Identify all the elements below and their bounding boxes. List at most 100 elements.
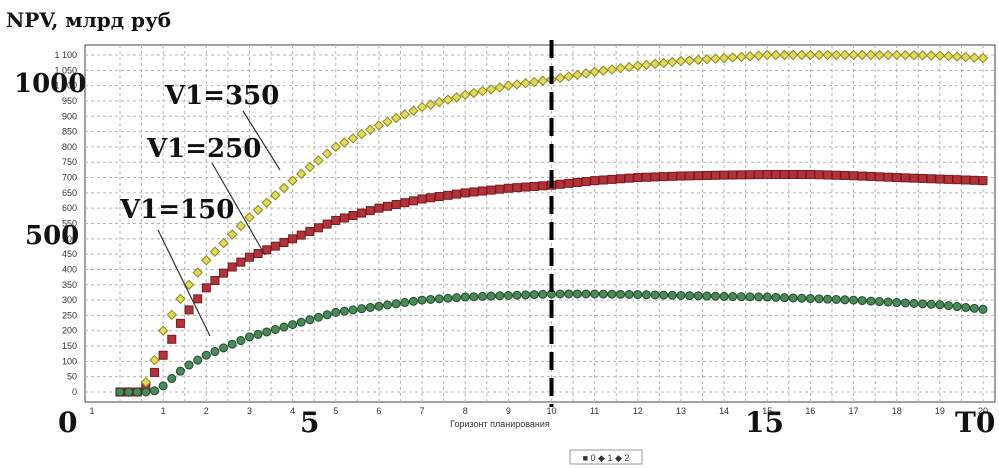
data-point: [918, 173, 928, 183]
y-tick-label: 100: [62, 356, 77, 366]
data-point: [969, 175, 979, 185]
data-point: [883, 297, 893, 307]
big-x-label-15: 15: [745, 406, 784, 439]
data-point: [390, 112, 402, 124]
data-point: [209, 246, 221, 257]
x-tick-label: 19: [935, 406, 945, 416]
data-point: [399, 109, 410, 120]
data-point: [348, 305, 358, 315]
data-point: [140, 376, 152, 388]
data-point: [805, 49, 816, 61]
y-tick-label: 550: [62, 219, 77, 229]
big-x-label-t0: T0: [955, 406, 995, 439]
y-tick-label: 300: [62, 295, 77, 305]
big-y-label-1000: 1000: [14, 69, 86, 99]
data-point: [383, 300, 393, 310]
data-point: [745, 170, 755, 180]
data-point: [124, 387, 134, 397]
data-point: [961, 302, 971, 312]
x-tick-label: 12: [633, 406, 643, 416]
data-point: [183, 279, 195, 290]
x-tick-label: 1: [161, 406, 166, 416]
data-point: [400, 198, 410, 208]
data-point: [728, 292, 738, 302]
data-point: [788, 293, 798, 303]
data-point: [891, 49, 902, 61]
series-layer: [114, 49, 989, 398]
data-point: [840, 170, 850, 180]
data-point: [969, 303, 979, 313]
data-point: [633, 173, 643, 183]
data-point: [900, 173, 910, 183]
y-tick-label: 750: [62, 157, 77, 167]
data-point: [926, 299, 936, 309]
data-point: [736, 170, 746, 180]
data-point: [926, 174, 936, 184]
data-point: [538, 289, 548, 299]
y-tick-label: 900: [62, 111, 77, 121]
data-point: [382, 116, 393, 127]
y-tick-label: 700: [62, 173, 77, 183]
data-point: [892, 173, 902, 183]
data-point: [563, 71, 574, 82]
data-point: [659, 290, 669, 300]
data-point: [978, 176, 988, 186]
data-point: [192, 267, 203, 278]
data-point: [754, 170, 764, 180]
data-point: [365, 124, 376, 135]
data-point: [537, 75, 549, 86]
data-point: [641, 290, 651, 300]
data-point: [719, 291, 729, 301]
data-point: [865, 49, 877, 61]
data-point: [520, 77, 531, 89]
data-point: [296, 168, 307, 180]
data-point: [417, 194, 427, 204]
data-point: [952, 302, 962, 312]
data-point: [943, 301, 953, 311]
data-point: [468, 87, 480, 99]
data-point: [469, 187, 479, 197]
data-point: [909, 298, 919, 308]
data-point: [157, 325, 169, 336]
data-point: [849, 171, 859, 181]
data-point: [115, 387, 125, 397]
data-point: [210, 347, 220, 357]
data-point: [236, 257, 246, 267]
data-point: [719, 170, 729, 180]
data-point: [590, 289, 600, 299]
x-tick-label: 4: [290, 406, 295, 416]
y-tick-label: 1 050: [54, 65, 77, 75]
data-point: [589, 66, 600, 78]
data-point: [555, 289, 565, 299]
data-point: [762, 49, 773, 61]
data-point: [892, 298, 902, 308]
data-point: [374, 301, 384, 311]
data-point: [770, 49, 782, 61]
data-point: [935, 174, 945, 184]
data-point: [848, 49, 859, 61]
data-point: [935, 300, 945, 310]
data-point: [175, 293, 186, 305]
data-point: [926, 50, 937, 61]
data-point: [270, 325, 280, 335]
data-point: [158, 350, 168, 360]
data-point: [685, 291, 695, 301]
data-point: [339, 213, 349, 223]
data-point: [313, 155, 324, 166]
data-point: [943, 174, 953, 184]
data-point: [495, 184, 505, 194]
data-point: [357, 304, 367, 314]
data-point: [417, 295, 427, 305]
data-point: [529, 290, 539, 300]
data-point: [796, 49, 807, 61]
data-point: [918, 299, 928, 309]
data-point: [443, 293, 453, 303]
data-point: [641, 172, 651, 182]
data-point: [477, 85, 488, 97]
data-point: [814, 294, 824, 304]
x-tick-label: 7: [420, 406, 425, 416]
x-tick-label: 3: [247, 406, 252, 416]
data-point: [952, 175, 962, 185]
legend: ■ 0 ◆ 1 ◆ 2: [569, 449, 643, 465]
